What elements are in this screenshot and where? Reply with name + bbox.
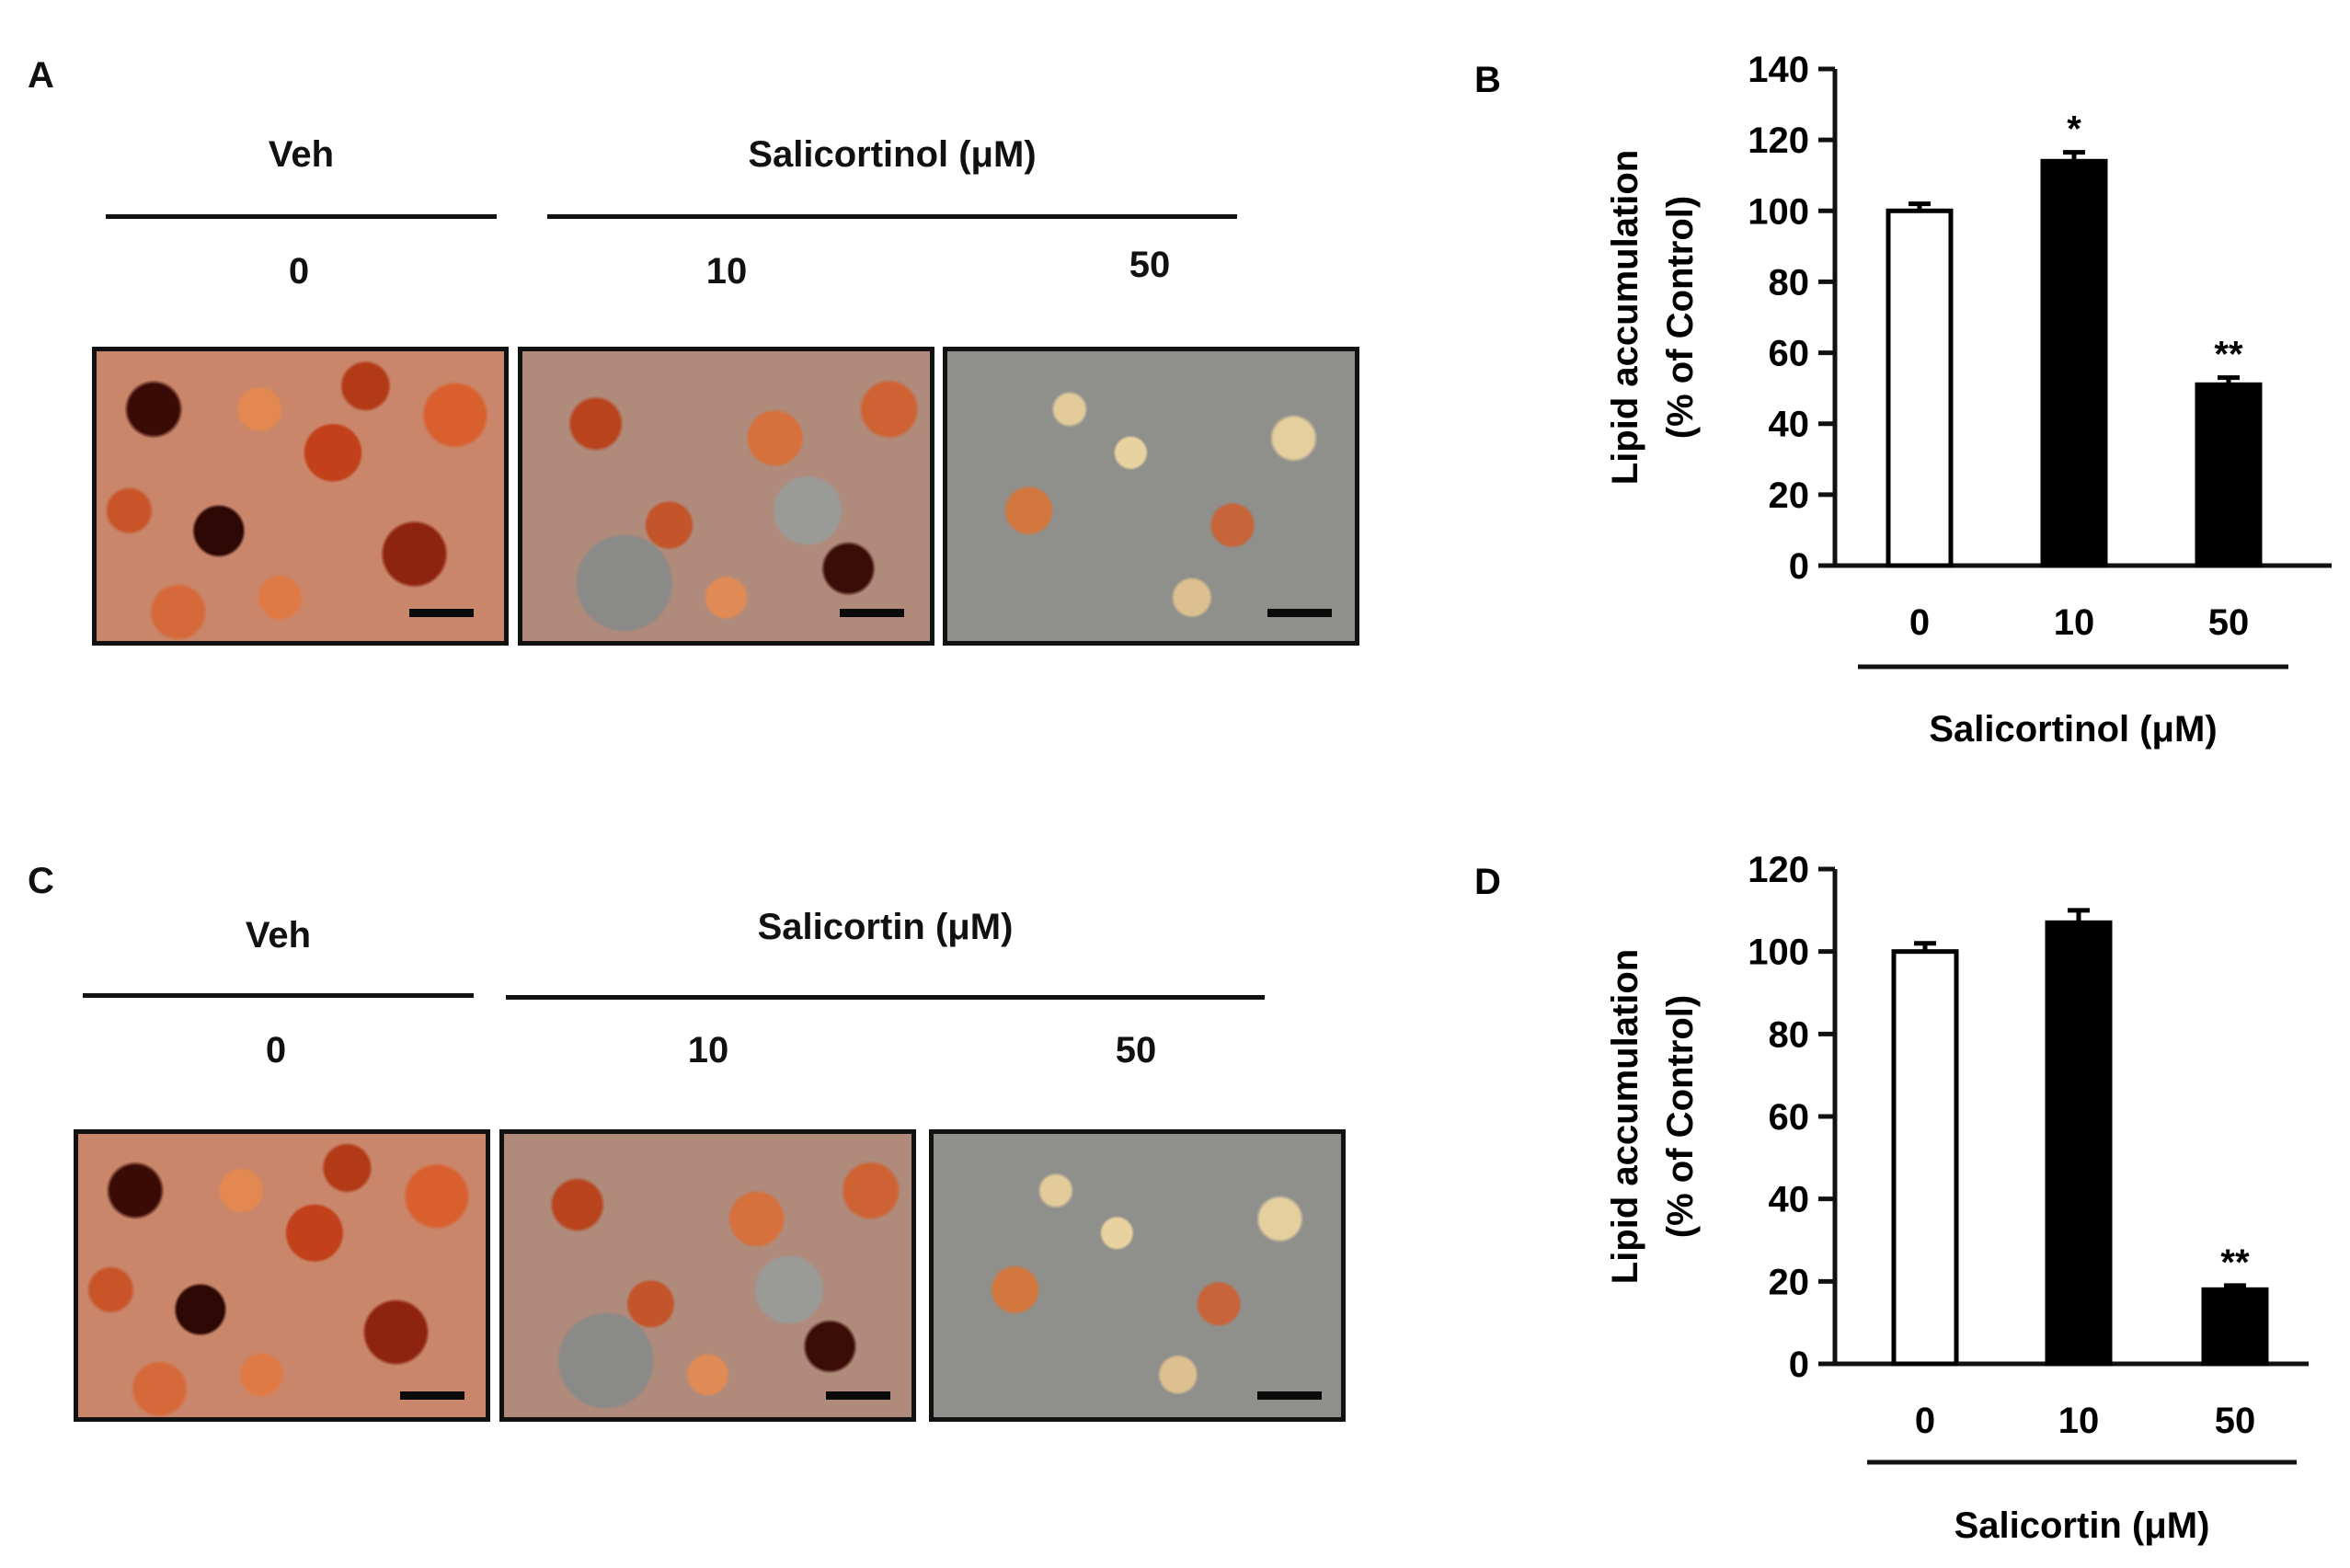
group-label-treatment: Salicortin (μM): [757, 907, 1014, 947]
y-tick-label: 60: [1769, 1097, 1810, 1138]
significance-mark: *: [2067, 109, 2081, 150]
scale-bar: [400, 1391, 464, 1400]
y-tick-label: 60: [1769, 334, 1810, 374]
y-axis-label-line2: (% of Control): [1660, 995, 1701, 1238]
bar-50: [2201, 1287, 2269, 1367]
y-tick-label: 40: [1769, 405, 1810, 445]
scale-bar: [840, 609, 904, 617]
y-tick-label: 20: [1769, 1262, 1810, 1302]
micrograph-c-0: [74, 1129, 490, 1422]
x-tick-label: 0: [1909, 602, 1930, 643]
micrograph-c-50: [929, 1129, 1346, 1422]
y-tick-label: 100: [1748, 191, 1809, 232]
group-label-veh: Veh: [245, 915, 312, 956]
micrograph-a-10: [518, 347, 934, 646]
group-label-veh: Veh: [268, 134, 335, 175]
bar-0: [1886, 208, 1954, 568]
panel-letter-a: A: [28, 55, 54, 96]
y-axis-label-line1: Lipid accumulation: [1605, 150, 1645, 485]
panel-letter-c: C: [28, 861, 54, 901]
micrograph-a-50: [943, 347, 1359, 646]
y-tick-label: 40: [1769, 1180, 1810, 1220]
scale-bar: [1267, 609, 1332, 617]
y-tick-label: 120: [1748, 850, 1809, 890]
scale-bar: [826, 1391, 890, 1400]
y-tick-label: 20: [1769, 475, 1810, 516]
y-axis-label-line1: Lipid accumulation: [1605, 949, 1645, 1284]
x-tick-label: 50: [2215, 1401, 2256, 1441]
bar-10: [2040, 158, 2108, 568]
group-label-treatment: Salicortinol (μM): [748, 134, 1037, 175]
x-axis-label: Salicortin (μM): [1955, 1505, 2210, 1546]
scale-bar: [409, 609, 474, 617]
dose-label-0: 0: [288, 251, 310, 292]
x-tick-label: 10: [2058, 1401, 2100, 1441]
y-tick-label: 0: [1789, 546, 1809, 587]
dose-label-10: 10: [705, 251, 748, 292]
x-axis-label: Salicortinol (μM): [1929, 709, 2217, 750]
x-tick-label: 0: [1915, 1401, 1935, 1441]
group-divider-treatment: [506, 995, 1265, 1000]
y-tick-label: 120: [1748, 120, 1809, 161]
dose-label-10: 10: [687, 1030, 729, 1070]
bar-10: [2045, 920, 2113, 1367]
group-divider-veh: [83, 993, 474, 998]
bar-0: [1891, 949, 1959, 1367]
panel-letter-b: B: [1474, 60, 1501, 100]
scale-bar: [1257, 1391, 1322, 1400]
y-axis-label-line2: (% of Control): [1660, 196, 1701, 439]
significance-mark: **: [2214, 335, 2243, 375]
group-divider-veh: [106, 214, 497, 219]
micrograph-a-0: [92, 347, 509, 646]
dose-label-50: 50: [1115, 1030, 1157, 1070]
dose-label-50: 50: [1129, 245, 1171, 285]
bar-50: [2195, 382, 2263, 568]
panel-letter-d: D: [1474, 862, 1501, 902]
y-tick-label: 80: [1769, 262, 1810, 303]
x-tick-label: 10: [2054, 602, 2095, 643]
y-tick-label: 80: [1769, 1014, 1810, 1055]
significance-mark: **: [2220, 1242, 2250, 1283]
x-tick-label: 50: [2208, 602, 2250, 643]
group-divider-treatment: [547, 214, 1237, 219]
y-tick-label: 0: [1789, 1345, 1809, 1385]
dose-label-0: 0: [265, 1030, 287, 1070]
y-tick-label: 140: [1748, 50, 1809, 90]
micrograph-c-10: [499, 1129, 916, 1422]
y-tick-label: 100: [1748, 933, 1809, 973]
